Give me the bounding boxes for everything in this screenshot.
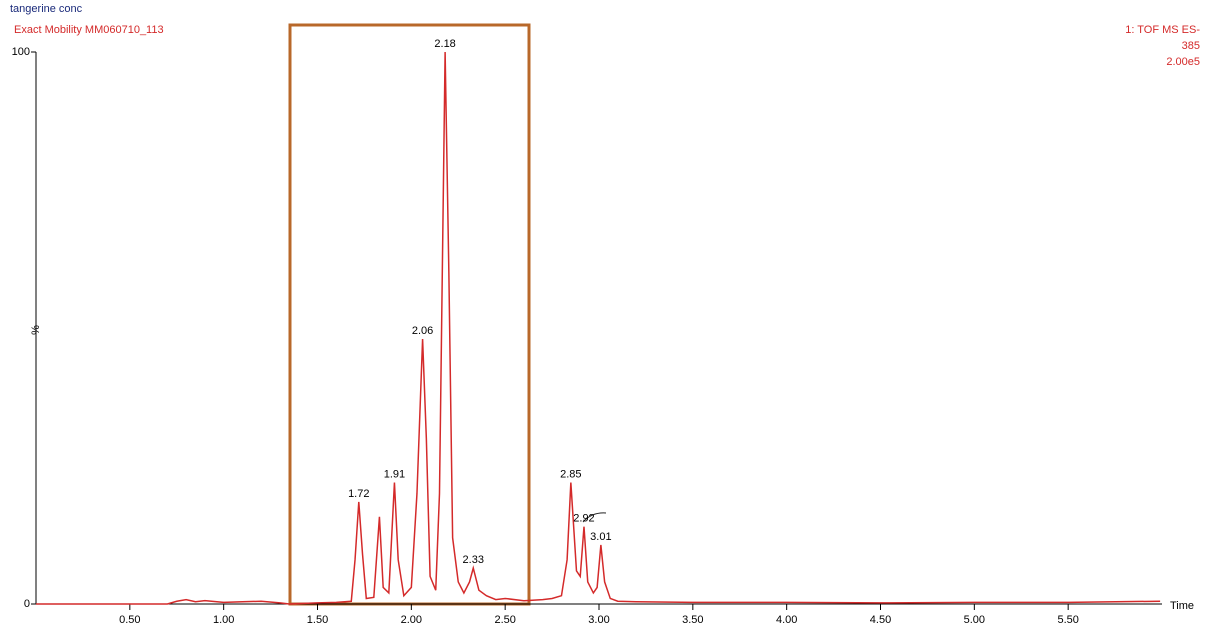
x-tick-label: 2.50: [494, 614, 515, 626]
x-tick-label: 1.50: [307, 614, 328, 626]
y-tick-label: 100: [12, 46, 30, 58]
peak-label: 2.92: [573, 513, 594, 525]
scale: 2.00e5: [1166, 56, 1200, 68]
instrument-mass: 385: [1182, 40, 1200, 52]
x-tick-label: 5.00: [964, 614, 985, 626]
y-tick-label: 0: [24, 598, 30, 610]
highlight-box: [288, 23, 531, 606]
chart-subtitle: Exact Mobility MM060710_113: [14, 24, 164, 36]
peak-arc: [582, 512, 607, 523]
x-tick-label: 0.50: [119, 614, 140, 626]
x-tick-label: 2.00: [401, 614, 422, 626]
x-tick-label: 4.00: [776, 614, 797, 626]
peak-label: 2.85: [560, 468, 581, 480]
peak-label: 2.18: [434, 38, 455, 50]
instrument: 1: TOF MS ES-: [1125, 24, 1200, 36]
peak-label: 1.91: [384, 468, 405, 480]
peak-label: 1.72: [348, 488, 369, 500]
peak-label: 3.01: [590, 531, 611, 543]
peak-label: 2.06: [412, 325, 433, 337]
chart-title: tangerine conc: [10, 3, 83, 15]
x-tick-label: 1.00: [213, 614, 234, 626]
trace: [36, 51, 1161, 605]
peak-label: 2.33: [463, 554, 484, 566]
x-tick-label: 3.00: [588, 614, 609, 626]
x-tick-label: 4.50: [870, 614, 891, 626]
x-tick-label: 5.50: [1057, 614, 1078, 626]
x-tick-label: 3.50: [682, 614, 703, 626]
x-axis-label: Time: [1170, 600, 1194, 612]
